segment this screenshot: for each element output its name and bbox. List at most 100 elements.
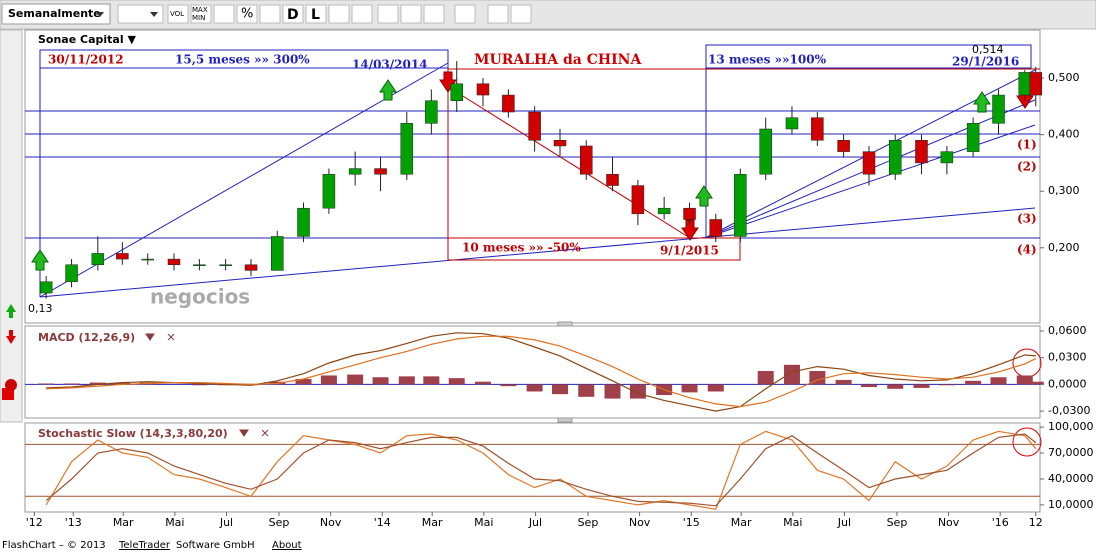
x-tick-label: Jul xyxy=(837,516,851,529)
drawings-part xyxy=(705,44,1032,69)
copy-button[interactable] xyxy=(487,4,509,24)
stats-button[interactable] xyxy=(259,4,281,24)
grid-button[interactable] xyxy=(213,4,235,24)
x-tick-label: Nov xyxy=(629,516,651,529)
annotation: (2) xyxy=(1017,160,1037,174)
line-button[interactable] xyxy=(377,4,399,24)
candle-body xyxy=(553,140,567,147)
histogram-bar xyxy=(526,384,543,392)
maxmin-button[interactable] xyxy=(190,4,212,24)
percent-button[interactable] xyxy=(236,4,258,24)
x-tick-label: 12 xyxy=(1029,516,1043,529)
vol-button[interactable] xyxy=(167,4,189,24)
footer-link[interactable]: TeleTrader xyxy=(118,540,171,551)
y-tick-label: -0,0300 xyxy=(1048,404,1090,417)
annotation: 0,514 xyxy=(972,43,1004,56)
annotation: 13 meses »»100% xyxy=(708,53,827,67)
candle-body xyxy=(116,253,129,260)
candle-body xyxy=(811,117,824,141)
drawings-part-part xyxy=(973,91,991,113)
drawings-part xyxy=(39,49,449,69)
period-select[interactable] xyxy=(1,3,111,25)
histogram-bar xyxy=(423,376,440,385)
x-tick-label: Mar xyxy=(113,516,134,529)
candle-body xyxy=(992,94,1005,124)
candle-body xyxy=(915,140,928,164)
vol-label[interactable]: VOL xyxy=(170,10,184,18)
drawings-part xyxy=(39,207,1036,298)
histogram-bar xyxy=(1016,375,1033,385)
candle-body xyxy=(450,83,463,101)
hline-button[interactable] xyxy=(351,4,373,24)
panel-frames xyxy=(24,29,1041,513)
candle-body xyxy=(759,128,772,175)
histogram-bar xyxy=(783,364,800,385)
toolbar-part xyxy=(96,12,104,17)
y-tick-label: 0,0600 xyxy=(1048,324,1087,337)
candle-body xyxy=(400,123,414,175)
candle-body xyxy=(940,151,954,164)
histogram-bar xyxy=(474,381,491,385)
toolbar-part xyxy=(150,12,158,17)
x-tick-label: Mar xyxy=(422,516,443,529)
y-tick-label: 70,0000 xyxy=(1048,446,1094,459)
x-tick-label: Mai xyxy=(783,516,802,529)
period[interactable]: Semanalmente xyxy=(8,7,101,20)
panel-icons[interactable] xyxy=(145,333,175,341)
panel-frames-part xyxy=(557,321,573,327)
histogram-bar xyxy=(372,377,389,385)
delete-tool[interactable] xyxy=(5,379,17,391)
y-tick-label: 100,000 xyxy=(1048,420,1094,433)
drawings-part xyxy=(39,62,449,298)
chart-type[interactable] xyxy=(117,4,164,24)
candle-body xyxy=(91,253,105,265)
max-label[interactable]: MAX xyxy=(192,6,208,14)
min-label[interactable]: MIN xyxy=(192,14,205,22)
annotation: 30/11/2012 xyxy=(48,53,124,67)
candle-body xyxy=(966,123,980,152)
candle-body xyxy=(580,145,593,175)
annotation: (1) xyxy=(1017,138,1037,152)
histogram-bar xyxy=(681,384,698,393)
histogram-bar xyxy=(500,384,517,387)
panel-frames-part xyxy=(24,29,1041,324)
x-tick-label: Mai xyxy=(474,516,493,529)
panel-icons[interactable] xyxy=(239,429,269,437)
drawings-part xyxy=(704,124,1036,239)
candle-body xyxy=(1029,72,1043,96)
l-button[interactable] xyxy=(305,4,327,24)
histogram-bar xyxy=(1027,381,1044,385)
histogram-bar xyxy=(707,384,724,392)
panel-frames-part xyxy=(24,325,1041,419)
candle-body xyxy=(425,100,438,124)
x-tick-label: Nov xyxy=(938,516,960,529)
histogram-bar xyxy=(114,382,131,385)
annotation: (3) xyxy=(1017,212,1037,226)
footer: FlashChart – © 2013 TeleTrader Software … xyxy=(2,540,302,551)
histogram-bar xyxy=(63,383,80,385)
d-label[interactable]: D xyxy=(287,7,299,23)
crosshair-button[interactable] xyxy=(328,4,350,24)
histogram-bar xyxy=(398,376,415,385)
layout-button[interactable] xyxy=(510,4,532,24)
histogram-bar xyxy=(809,371,826,385)
histogram-bar xyxy=(89,382,106,385)
histogram-bar xyxy=(552,384,569,395)
candle-body xyxy=(476,83,490,96)
candle-body xyxy=(709,219,723,237)
series-line xyxy=(45,430,1037,510)
drawings-part xyxy=(449,87,691,239)
candle-body xyxy=(785,117,799,130)
candle-body xyxy=(837,140,850,152)
x-tick-label: '13 xyxy=(65,516,82,529)
footer-text: FlashChart – © 2013 xyxy=(2,540,106,551)
l-label[interactable]: L xyxy=(311,7,320,23)
x-tick-label: Sep xyxy=(269,516,290,529)
d-button[interactable] xyxy=(282,4,304,24)
zoom-in-button[interactable] xyxy=(423,4,445,24)
footer-link[interactable]: About xyxy=(272,540,302,551)
percent-label[interactable]: % xyxy=(241,7,253,22)
zoom-out-button[interactable] xyxy=(400,4,422,24)
annotation: 0,13 xyxy=(28,302,53,315)
print-button[interactable] xyxy=(454,4,476,24)
